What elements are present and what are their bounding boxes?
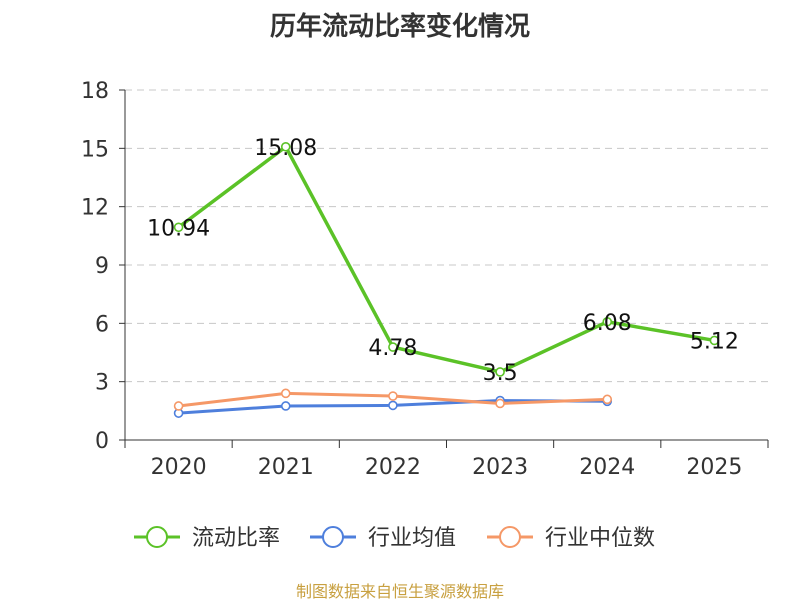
- data-point: [602, 316, 613, 327]
- x-tick-label: 2025: [686, 455, 742, 480]
- data-label: 15.08: [254, 136, 317, 161]
- data-point: [602, 394, 613, 405]
- data-label: 6.08: [583, 311, 632, 336]
- series-line: [176, 145, 717, 374]
- data-point: [173, 401, 184, 411]
- data-point: [280, 388, 291, 399]
- y-tick-label: 15: [81, 137, 109, 162]
- x-tick-label: 2023: [472, 455, 528, 480]
- legend-label: 流动比率: [192, 526, 280, 551]
- y-tick-label: 3: [95, 371, 109, 396]
- y-tick-label: 18: [81, 79, 109, 104]
- data-point: [495, 398, 505, 409]
- data-point: [709, 335, 720, 346]
- x-tick-label: 2024: [579, 455, 635, 480]
- legend-label: 行业均值: [368, 526, 456, 551]
- x-tick-label: 2020: [151, 455, 207, 480]
- legend-marker: [499, 526, 521, 548]
- y-tick-label: 9: [95, 254, 109, 279]
- data-label: 10.94: [147, 216, 210, 241]
- y-tick-label: 6: [95, 312, 109, 337]
- data-point: [280, 141, 291, 152]
- data-point: [280, 401, 291, 411]
- data-label: 4.78: [368, 336, 417, 361]
- data-point: [388, 342, 398, 352]
- legend: 流动比率 行业均值 行业中位数: [134, 526, 655, 551]
- data-label: 3.5: [483, 361, 518, 386]
- x-tick-label: 2022: [365, 455, 421, 480]
- grid-lines: [125, 89, 768, 383]
- data-label: 5.12: [690, 329, 739, 354]
- series-lines: [173, 141, 720, 418]
- source-note: 制图数据来自恒生聚源数据库: [295, 582, 504, 601]
- data-point: [173, 222, 184, 233]
- data-point: [388, 391, 398, 401]
- axes: 0 3 6 9 12 15 18 2020 2021 2022 2023 2024 2025: [81, 79, 769, 480]
- data-labels: 10.94 15.08 4.78 3.5 6.08 5.12: [147, 136, 739, 386]
- data-point: [388, 400, 398, 411]
- legend-marker: [146, 526, 168, 548]
- chart-title: 历年流动比率变化情况: [269, 12, 530, 42]
- legend-marker: [322, 526, 344, 548]
- x-tick-label: 2021: [258, 455, 314, 480]
- data-point: [495, 367, 505, 377]
- legend-label: 行业中位数: [545, 526, 655, 551]
- y-tick-label: 0: [95, 429, 109, 454]
- y-tick-label: 12: [81, 196, 109, 221]
